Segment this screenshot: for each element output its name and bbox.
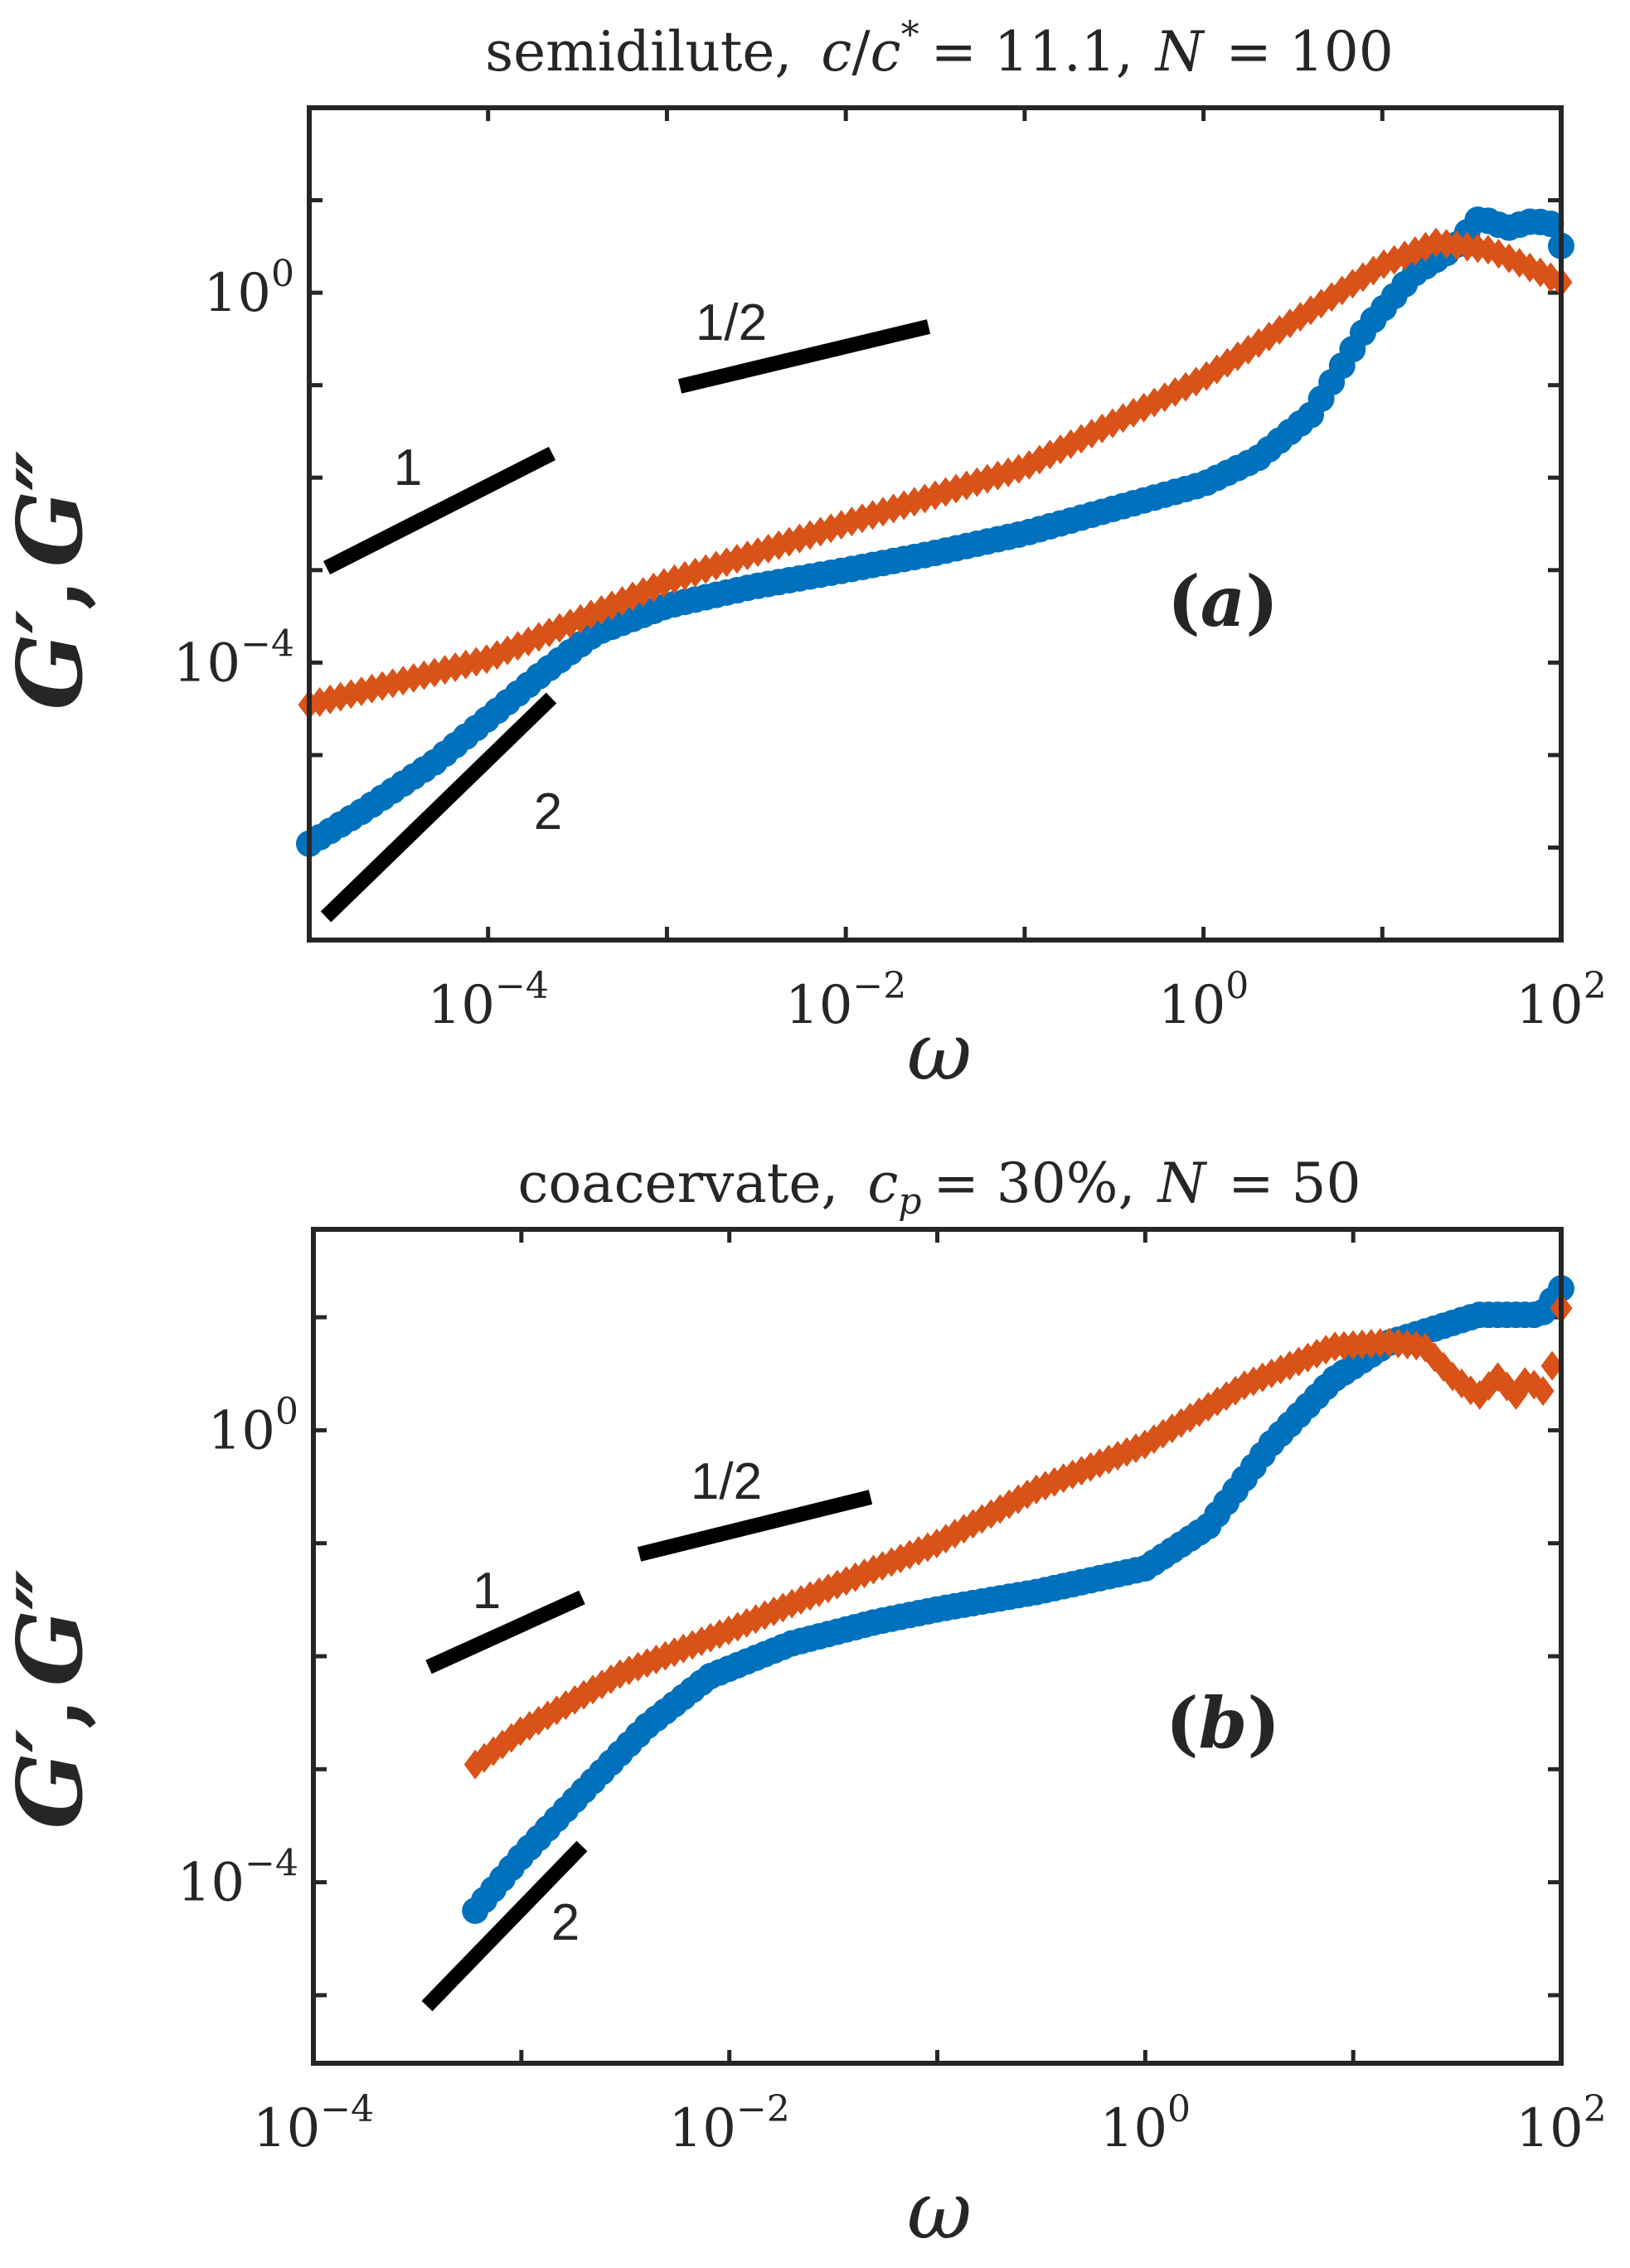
panel-a-title: semidilute, c/c* = 11.1, N = 100 xyxy=(485,14,1394,84)
x-tick-label: 10−4 xyxy=(253,2088,374,2159)
x-tick-label: 102 xyxy=(1516,965,1606,1036)
data-point-loss-modulus xyxy=(1070,424,1093,454)
panel-b-axes-box xyxy=(311,1227,1564,2066)
panel-a-label: (a) xyxy=(1167,560,1278,642)
panel-a-slope-label-half: 1/2 xyxy=(696,294,767,351)
panel-b-ticks: 10−4 10−2 100 102 10−4 100 xyxy=(177,1229,1607,2159)
y-tick-label: 100 xyxy=(208,1390,298,1461)
y-tick-label: 100 xyxy=(204,253,294,324)
panel-b-slope-label-one: 1 xyxy=(473,1563,501,1620)
y-tick-label: 10−4 xyxy=(177,1843,298,1914)
panel-a-ticks: 10−4 10−2 100 102 10−4 100 xyxy=(173,105,1607,1036)
panel-b-markers xyxy=(462,1275,1574,1924)
x-tick-label: 10−4 xyxy=(428,965,549,1036)
panel-a-slope-line-half xyxy=(677,319,931,394)
data-point-loss-modulus xyxy=(1531,1375,1555,1406)
panel-a-x-axis-label: ω xyxy=(907,1006,972,1098)
data-point-loss-modulus xyxy=(412,660,435,691)
panel-a-markers xyxy=(296,206,1574,857)
panel-b-slope-line-one xyxy=(425,1590,585,1674)
y-tick-label: 10−4 xyxy=(173,623,294,694)
panel-b-slope-label-half: 1/2 xyxy=(691,1453,762,1510)
data-point-loss-modulus xyxy=(1540,1350,1564,1381)
x-tick-label: 100 xyxy=(1100,2088,1191,2159)
panel-a-y-axis-label: G′,G″ xyxy=(0,451,103,710)
panel-a-axes-box xyxy=(307,105,1564,943)
panel-b-slope-label-two: 2 xyxy=(551,1894,580,1951)
panel-a: semidilute, c/c* = 11.1, N = 100 G′,G″ ω … xyxy=(0,14,1607,1098)
panel-b-y-axis-label: G′,G″ xyxy=(0,1570,103,1829)
x-tick-label: 10−2 xyxy=(669,2088,790,2159)
x-tick-label: 10−2 xyxy=(785,965,906,1036)
panel-b-label: (b) xyxy=(1166,1682,1280,1764)
data-point-storage-modulus xyxy=(1537,211,1565,238)
panel-b-slope-line-half xyxy=(637,1490,873,1562)
panel-b-x-axis-label: ω xyxy=(907,2164,972,2257)
panel-b-slope-line-two xyxy=(421,1840,588,2012)
panel-b: coacervate, cp = 30%, N = 50 G′,G″ ω 10−4… xyxy=(0,1151,1607,2257)
panel-a-slope-label-one: 1 xyxy=(394,439,422,497)
panel-a-slope-label-two: 2 xyxy=(534,783,562,841)
panel-a-slope-line-one xyxy=(323,446,556,575)
panel-a-slope-line-two xyxy=(320,692,557,923)
panel-b-title: coacervate, cp = 30%, N = 50 xyxy=(518,1151,1361,1223)
x-tick-label: 102 xyxy=(1516,2088,1606,2159)
x-tick-label: 100 xyxy=(1158,965,1249,1036)
